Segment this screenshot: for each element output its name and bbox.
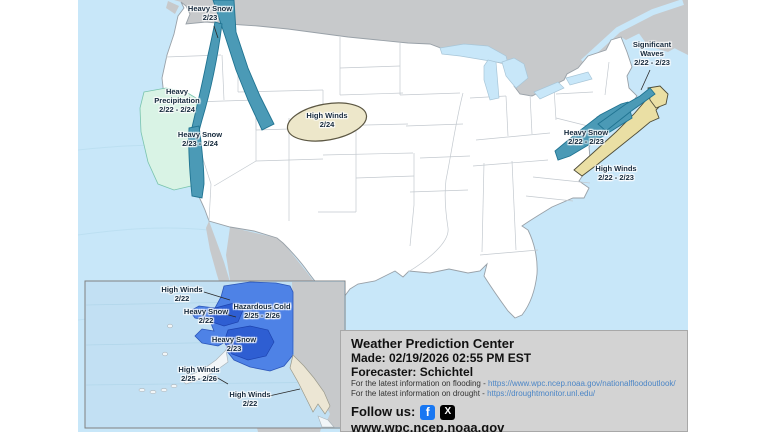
- great-lakes: [439, 43, 593, 101]
- hazard-dates: 2/23: [202, 13, 218, 22]
- hazard-dates: 2/23 - 2/24: [182, 139, 218, 148]
- hazard-title: High Winds: [595, 164, 637, 173]
- drought-info-link[interactable]: https://droughtmonitor.unl.edu/: [487, 389, 596, 398]
- hazard-label-ak-high-winds-southeast: High Winds 2/22: [229, 390, 270, 408]
- hazard-dates: 2/22: [174, 294, 190, 303]
- usa-landmass: [160, 1, 638, 319]
- wpc-website-url[interactable]: www.wpc.ncep.noaa.gov: [351, 420, 505, 432]
- hazard-dates: 2/22: [242, 399, 258, 408]
- hazard-dates: 2/24: [319, 120, 335, 129]
- hazard-label-ak-high-winds-aleutians: High Winds 2/25 - 2/26: [178, 365, 219, 383]
- high-winds-region-plains: [286, 102, 368, 142]
- heavy-snow-region-newengland: [597, 87, 656, 132]
- hazard-dates: 2/23: [226, 344, 242, 353]
- alaska-panhandle: [289, 354, 331, 415]
- hazard-label-heavy-snow-midatlantic: Heavy Snow 2/22 - 2/23: [564, 128, 608, 146]
- hazard-dates: 2/25 - 2/26: [244, 311, 280, 320]
- x-twitter-icon[interactable]: X: [440, 404, 456, 420]
- hazard-title: High Winds: [229, 390, 271, 399]
- hazard-dates: 2/25 - 2/26: [181, 374, 217, 383]
- heavy-snow-region-rockies: [212, 0, 275, 131]
- hazard-title: Heavy Snow: [183, 307, 229, 316]
- drought-info-line: For the latest information on drought - …: [351, 389, 677, 399]
- hazard-title: High Winds: [161, 285, 203, 294]
- aleutian-islands: [138, 323, 178, 394]
- vancouver-island: [166, 1, 179, 14]
- hazard-title: Heavy Snow: [177, 130, 223, 139]
- hazard-dates: 2/22 - 2/24: [159, 105, 195, 114]
- alaska-heavy-snow-central-region: [223, 325, 275, 361]
- info-box: Weather Prediction Center Made: 02/19/20…: [340, 330, 688, 432]
- hazard-title: Significant Waves: [632, 40, 672, 58]
- hazard-label-heavy-snow-sierra: Heavy Snow 2/23 - 2/24: [178, 130, 222, 148]
- hazard-title: Heavy Precipitation: [154, 87, 200, 105]
- drought-info-text: For the latest information on drought -: [351, 389, 488, 398]
- hazard-dates: 2/22 - 2/23: [568, 137, 604, 146]
- heavy-snow-region-cascades: [188, 21, 223, 143]
- hazard-label-ak-heavy-snow-west: Heavy Snow 2/22: [184, 307, 228, 325]
- alaska-peninsula: [181, 349, 229, 385]
- hazard-label-ak-heavy-snow-central: Heavy Snow 2/23: [212, 335, 256, 353]
- hazard-label-high-winds-midatlantic: High Winds 2/22 - 2/23: [595, 164, 636, 182]
- nova-scotia: [638, 26, 682, 52]
- canada-landmass: [158, 0, 688, 96]
- canada-inset: [292, 282, 344, 427]
- hazard-label-heavy-precip-ca: Heavy Precipitation 2/22 - 2/24: [146, 87, 208, 114]
- info-title: Weather Prediction Center: [351, 336, 515, 351]
- heavy-snow-region-sierra: [188, 125, 205, 199]
- follow-us-row: Follow us: f X: [351, 404, 677, 420]
- alaska-inset: [84, 280, 346, 429]
- leader-lines: [213, 25, 651, 91]
- us-hazards-map: [78, 0, 688, 432]
- made-timestamp: Made: 02/19/2026 02:55 PM EST: [351, 351, 532, 365]
- st-lawrence-channel: [580, 0, 684, 65]
- hazard-title: High Winds: [178, 365, 220, 374]
- hazard-dates: 2/22 - 2/23: [598, 173, 634, 182]
- hazard-label-high-winds-plains: High Winds 2/24: [306, 111, 347, 129]
- hazard-title: Heavy Snow: [187, 4, 233, 13]
- flood-info-line: For the latest information on flooding -…: [351, 379, 677, 389]
- facebook-icon[interactable]: f: [420, 404, 436, 420]
- flood-info-link[interactable]: https://www.wpc.ncep.noaa.gov/nationalfl…: [487, 379, 676, 388]
- alaska-leader-lines: [203, 291, 301, 397]
- hazard-title: Hazardous Cold: [233, 302, 291, 311]
- hazard-title: Heavy Snow: [563, 128, 609, 137]
- hazard-dates: 2/22: [198, 316, 214, 325]
- hazard-title: Heavy Snow: [211, 335, 257, 344]
- hazard-label-ak-high-winds-north: High Winds 2/22: [161, 285, 202, 303]
- map-panel: Heavy Snow 2/23 Heavy Precipitation 2/22…: [78, 0, 688, 432]
- hazard-label-heavy-snow-pnw: Heavy Snow 2/23: [188, 4, 232, 22]
- forecaster-name: Forecaster: Schichtel: [351, 365, 474, 379]
- hazard-title: High Winds: [306, 111, 348, 120]
- hazard-label-significant-waves: Significant Waves 2/22 - 2/23: [625, 40, 679, 67]
- flood-info-text: For the latest information on flooding -: [351, 379, 488, 388]
- hazard-dates: 2/22 - 2/23: [634, 58, 670, 67]
- bc-islands: [317, 415, 335, 428]
- hazard-label-ak-hazardous-cold: Hazardous Cold 2/25 - 2/26: [233, 302, 290, 320]
- follow-us-label: Follow us:: [351, 404, 416, 419]
